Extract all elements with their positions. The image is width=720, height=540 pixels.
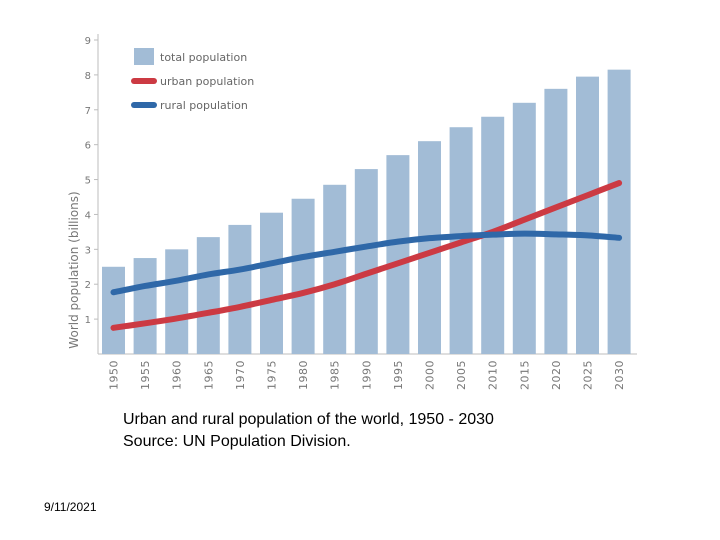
x-tick-label: 1990 [360,360,373,390]
bar-total-population [133,258,157,354]
bar-total-population [512,102,536,354]
line-rural-population [110,230,623,296]
x-tick-label: 1995 [392,360,405,390]
x-tick-label: 1960 [171,360,184,390]
y-tick-label: 5 [85,176,91,187]
bar-total-population [165,249,189,354]
y-tick-label: 4 [85,210,91,221]
y-tick-label: 2 [85,280,91,291]
x-tick-label: 1970 [234,360,247,390]
x-tick-label: 2010 [487,360,500,390]
y-tick-label: 1 [85,315,91,326]
line-urban-population [110,180,623,331]
x-tick-label: 2005 [455,360,468,390]
line-series [110,180,623,331]
x-tick-label: 2000 [424,360,437,390]
bar-total-population [323,184,347,354]
x-tick-label: 1950 [108,360,121,390]
legend-label: urban population [160,75,254,88]
x-tick-label: 1975 [266,360,279,390]
x-tick-label: 1955 [139,360,152,390]
x-tick-label: 2015 [518,360,531,390]
bar-total-population [196,237,220,354]
legend-label: total population [160,51,247,64]
footer-date: 9/11/2021 [44,500,97,514]
x-tick-label: 1985 [329,360,342,390]
bar-total-population [544,88,568,354]
legend-label: rural population [160,99,248,112]
x-tick-label: 1980 [297,360,310,390]
x-tick-label: 2030 [613,360,626,390]
bar-total-population [260,212,283,354]
y-tick-label: 6 [85,141,91,152]
y-axis-label: World population (billions) [67,191,81,348]
caption-source: Source: UN Population Division. [123,433,351,450]
bar-series [102,69,631,355]
bar-total-population [607,69,631,355]
y-tick-label: 9 [85,36,91,47]
y-tick-label: 7 [85,106,91,117]
bar-total-population [354,169,378,354]
y-axis-ticks: 1 2 3 4 5 6 7 8 9 [85,36,98,326]
y-tick-label: 3 [85,245,91,256]
legend-swatch [134,48,154,65]
caption-title: Urban and rural population of the world,… [123,411,494,428]
x-tick-label: 2020 [550,360,563,390]
bar-total-population [228,224,252,354]
x-tick-label: 2025 [582,360,595,390]
bar-total-population [418,141,441,354]
legend: total population urban population rural po… [131,48,254,112]
bar-total-population [102,266,125,354]
y-tick-label: 8 [85,71,91,82]
x-axis-ticks: 1950 1955 1960 1965 1970 1975 1980 1985 1990 1995… [108,360,627,390]
x-tick-label: 1965 [202,360,215,390]
bar-total-population [291,198,315,354]
bar-total-population [386,155,410,354]
bar-total-population [576,76,599,354]
